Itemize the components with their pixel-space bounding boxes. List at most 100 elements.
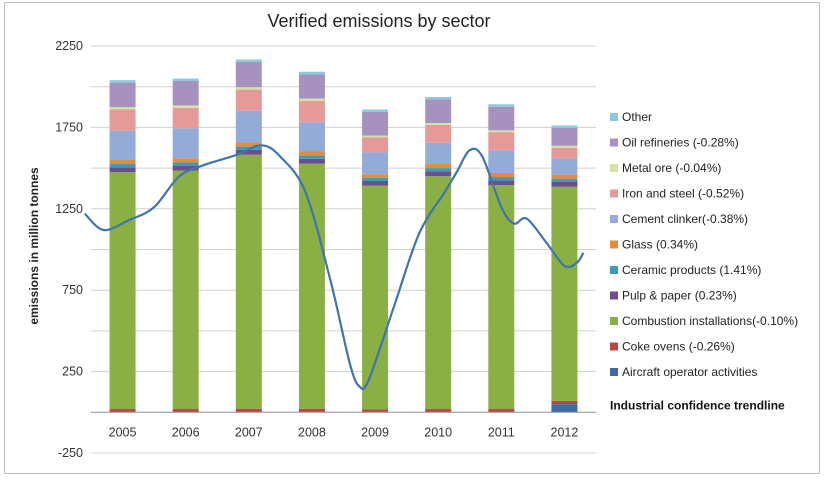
bar-segment [172, 107, 199, 129]
chart-frame [4, 2, 820, 474]
legend-label: Oil refineries (-0.28%) [622, 136, 739, 150]
x-tick-label: 2009 [361, 425, 389, 439]
bar-segment [109, 82, 136, 108]
legend-swatch [610, 317, 618, 325]
legend-swatch [610, 113, 618, 121]
bar-segment [425, 409, 452, 413]
bar-segment [488, 185, 515, 410]
legend-swatch [610, 342, 618, 351]
legend-swatch [610, 215, 618, 223]
bar-segment [488, 130, 515, 133]
bar-segment [298, 71, 325, 75]
x-tick-label: 2010 [424, 425, 452, 439]
bar-segment [172, 105, 199, 108]
bar-segment [425, 168, 452, 172]
legend-label: Aircraft operator activities [622, 365, 757, 379]
bar-segment [488, 132, 515, 151]
bar-segment [298, 408, 325, 413]
bar-segment [551, 158, 578, 175]
y-tick-label: 1250 [55, 202, 83, 216]
bar-segment [109, 167, 136, 173]
legend-swatch [610, 240, 618, 249]
bar-segment [109, 80, 136, 83]
y-tick-label: 750 [62, 283, 83, 297]
bar-segment [551, 178, 578, 182]
bar-segment [425, 142, 452, 165]
legend-label: Glass (0.34%) [622, 238, 698, 252]
y-tick-label: -250 [58, 446, 83, 460]
x-tick-label: 2008 [298, 425, 326, 439]
bar-segment [235, 89, 262, 111]
y-tick-label: 1750 [55, 120, 83, 134]
legend-label: Cement clinker(-0.38%) [622, 212, 748, 226]
bar-segment [362, 109, 389, 112]
bar-segment [172, 165, 199, 171]
bar-segment [235, 142, 262, 147]
bar-segment [551, 174, 578, 179]
legend-label: Coke ovens (-0.26%) [622, 340, 735, 354]
bar-segment [109, 130, 136, 160]
bar-segment [362, 111, 389, 136]
bar-segment [551, 404, 578, 413]
bar-segment [362, 185, 389, 410]
gridlines [91, 45, 596, 454]
bar-segment [488, 177, 515, 181]
bar-segment [488, 106, 515, 131]
x-tick-labels: 2005 2006 2007 2008 2009 2010 2011 2012 [91, 411, 596, 439]
bar-segment [109, 164, 136, 168]
x-tick-label: 2011 [488, 425, 515, 439]
bar-segment [235, 87, 262, 90]
bar-segment [235, 61, 262, 88]
legend-swatch [610, 189, 618, 198]
bar-segment [109, 159, 136, 165]
bar-segment [235, 59, 262, 62]
bar-segment [425, 123, 452, 125]
bar-segment [551, 186, 578, 401]
bar-segment [298, 163, 325, 409]
trendline-path [83, 144, 585, 391]
bar-segment [425, 176, 452, 410]
bar-segment [298, 98, 325, 102]
bar-segment [488, 104, 515, 107]
bar-segment [298, 74, 325, 99]
bar-segment [551, 147, 578, 159]
bar-segment [172, 81, 199, 106]
legend-trendline-label: Industrial confidence trendline [610, 399, 785, 413]
bar-segment [551, 127, 578, 146]
legend-label: Combustion installations(-0.10%) [622, 314, 798, 328]
bar-segment [109, 107, 136, 110]
chart-title: Verified emissions by sector [267, 11, 490, 31]
bar-segment [172, 409, 199, 413]
bar-segment [298, 151, 325, 156]
bar-segment [488, 150, 515, 173]
bar-segment [172, 78, 199, 82]
bar-segment [488, 172, 515, 178]
legend-label: Iron and steel (-0.52%) [622, 187, 744, 201]
bar-segment [298, 122, 325, 152]
y-tick-label: 250 [62, 365, 83, 379]
bar-segment [425, 164, 452, 169]
bar-segment [488, 180, 515, 186]
legend-swatch [610, 291, 618, 300]
bar-segment [172, 128, 199, 159]
x-tick-label: 2012 [551, 425, 579, 439]
legend-label: Ceramic products (1.41%) [622, 263, 761, 277]
legend-swatch [610, 266, 618, 274]
bar-segment [109, 409, 136, 413]
bar-segment [425, 124, 452, 143]
bar-segment [172, 158, 199, 163]
bar-segment [362, 180, 389, 186]
bar-segment [362, 137, 389, 153]
bar-segment [172, 162, 199, 166]
x-tick-label: 2007 [235, 425, 263, 439]
legend-label: Pulp & paper (0.23%) [622, 289, 737, 303]
bar-segment [362, 177, 389, 181]
bar-segment [425, 99, 452, 124]
bar-segment [362, 152, 389, 175]
bar-segment [235, 149, 262, 155]
bar-segment [109, 172, 136, 410]
legend-swatch [610, 368, 618, 376]
bar-segment [298, 155, 325, 159]
legend-label: Metal ore (-0.04%) [622, 161, 721, 175]
